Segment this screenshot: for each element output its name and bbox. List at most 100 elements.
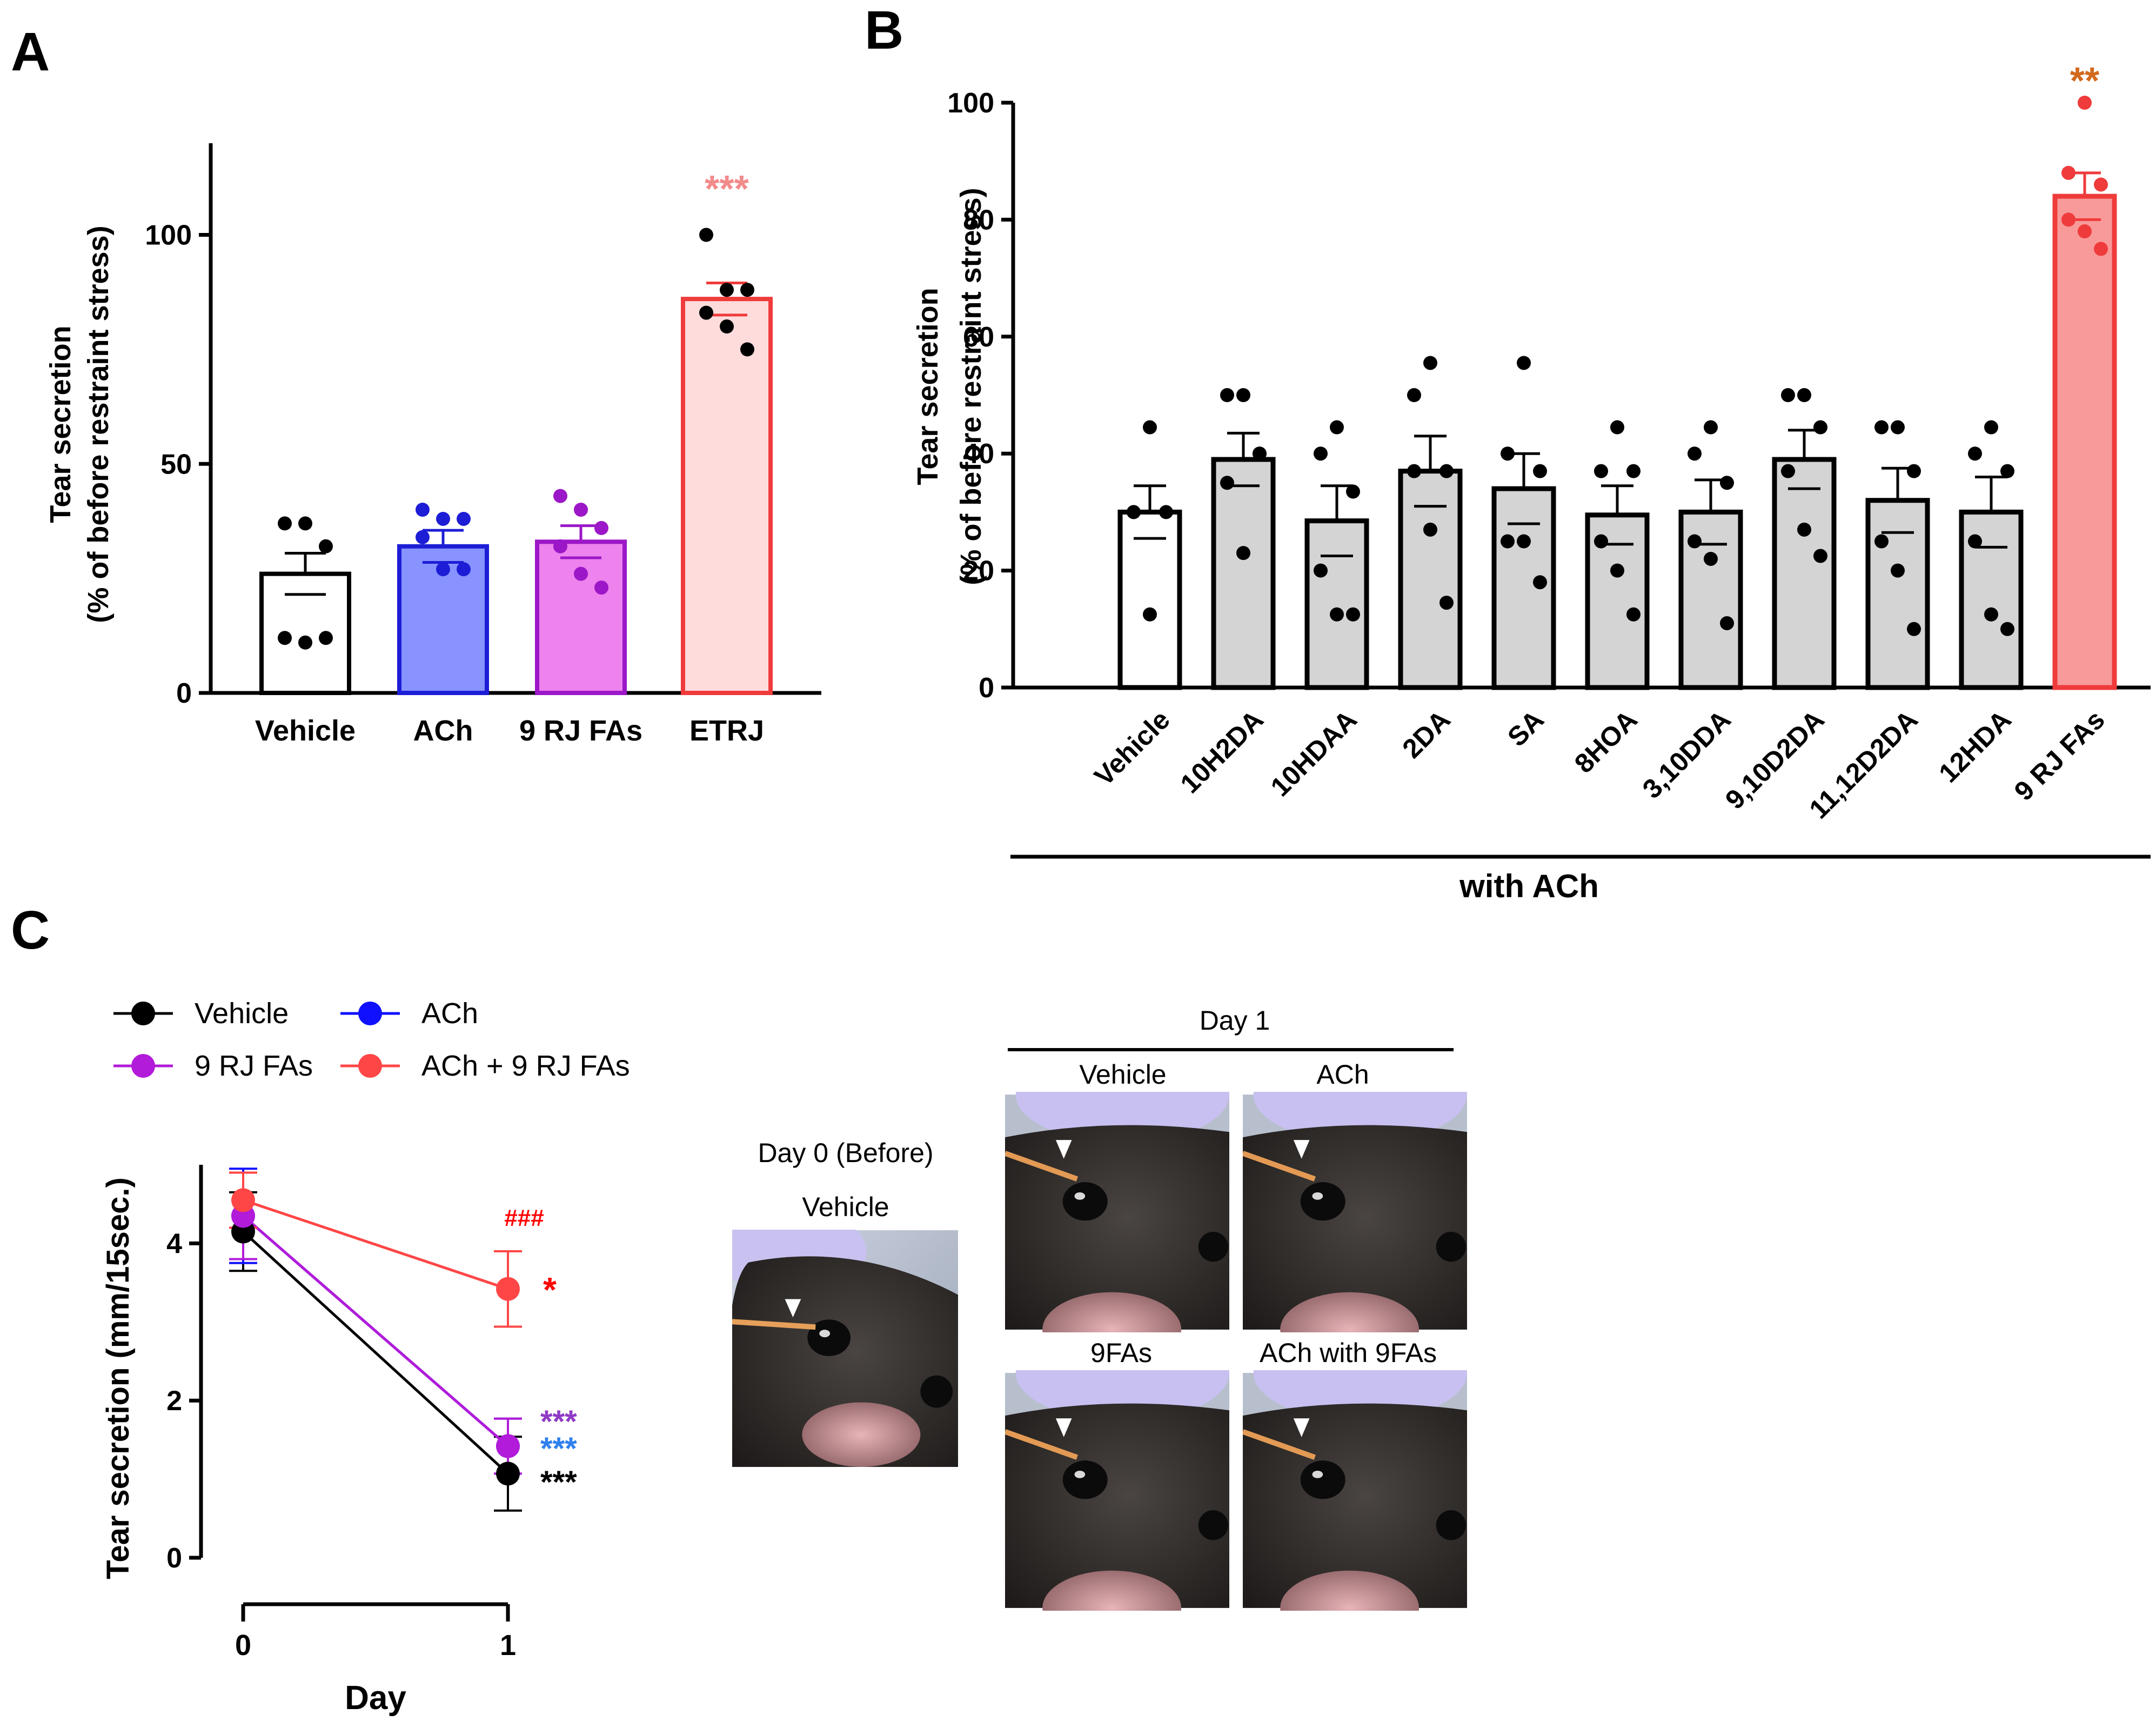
b-data-point [2078,224,2092,239]
b-x-tick-label: 3,10DDA [1637,704,1737,804]
a-y-tick-label: 0 [176,678,192,709]
b-y-tick-label: 20 [963,556,994,587]
a-data-point [720,319,734,333]
a-y-axis-title-2: (% of before restraint stress) [82,225,115,623]
b-x-tick-label: 12HDA [1933,704,2017,789]
b-data-point [1874,420,1889,435]
c-y-axis-title: Tear secretion (mm/15sec.) [101,1177,136,1579]
b-data-point [1346,484,1360,499]
b-y-tick-label: 60 [963,322,994,353]
a-data-point [699,305,713,320]
b-data-point [1314,446,1328,461]
b-data-point [1346,607,1360,622]
c-point-vehicle [496,1462,520,1486]
b-data-point [1907,464,1921,478]
b-data-point [2094,242,2108,256]
c-series-line-ach-9-rj-fas [243,1199,508,1291]
b-data-point [2061,165,2075,180]
a-bar-9-rj-fas [535,539,627,695]
b-data-point [1159,505,1173,519]
b-data-point [2000,622,2014,636]
b-data-point [2061,212,2075,227]
photo-day0-vehicle [716,1209,958,1467]
b-data-point [1891,420,1905,435]
c-annotation-hash: ### [504,1205,544,1231]
a-data-point [319,631,333,645]
b-data-point [1610,563,1624,578]
a-y-axis-title: Tear secretion [44,325,77,523]
c-legend-label: 9 RJ FAs [195,1050,313,1082]
c-y-tick-label: 0 [166,1543,182,1574]
c-x-tick-label: 0 [235,1629,251,1662]
b-data-point [1594,534,1608,549]
b-data-point [1220,388,1234,402]
c-annotation-star-black: *** [540,1465,577,1500]
b-data-point [1330,420,1344,435]
photo-day1-vehicle [1005,1046,1229,1367]
a-x-tick-label: ACh [413,715,473,747]
b-data-point [1236,546,1250,561]
a-data-point [574,503,588,517]
c-point-ach-9-rj-fas [496,1277,520,1301]
c-legend-marker [358,1054,382,1078]
b-data-point [1626,464,1641,478]
b-data-point [1236,388,1250,402]
b-data-point [1423,356,1437,370]
a-data-point [574,566,588,581]
a-data-point [319,539,333,553]
c-y-tick-label: 4 [166,1228,182,1259]
b-data-point [2094,177,2108,192]
b-data-point [1813,420,1827,435]
day1-label-vehicle: Vehicle [1079,1059,1166,1090]
b-data-point [1720,616,1734,630]
b-data-point [1501,534,1515,549]
c-legend-label: Vehicle [195,997,289,1030]
photo-day1-ach-9fas [1243,1325,1467,1645]
b-data-point [1610,420,1624,435]
c-x-tick-label: 1 [500,1629,516,1662]
b-data-point [1797,522,1811,537]
b-data-point [1704,551,1718,566]
c-annotation-star-red: * [543,1270,557,1309]
b-data-point [1407,464,1421,478]
c-legend-marker [131,1002,155,1025]
b-group-label: with ACh [1459,868,1599,904]
chart-c: Vehicle ACh 9 RJ FAs ACh + 9 RJ FAs 0 2 4 0 1 Day… [101,997,630,1717]
b-data-point [1704,420,1718,435]
a-significance: *** [705,168,749,210]
b-y-tick-label: 80 [963,204,994,236]
c-legend-label: ACh [421,997,478,1030]
b-y-axis-title-2: (% of before restraint stress) [955,188,987,585]
b-y-tick-label: 100 [947,88,994,119]
b-data-point [1143,607,1157,622]
b-data-point [1143,420,1157,435]
b-y-axis-title: Tear secretion [912,288,944,485]
b-significance: ** [2070,59,2100,102]
b-x-tick-label: 2DA [1396,704,1456,764]
panel-letter-c: C [11,900,50,960]
b-data-point [1720,476,1734,490]
b-data-point [1533,575,1547,590]
b-x-tick-label: 9 RJ FAs [2008,704,2111,806]
b-data-point [1533,464,1547,478]
b-x-tick-label: SA [1502,704,1550,752]
b-data-point [1594,464,1608,478]
b-data-point [1253,446,1267,461]
b-data-point [1330,607,1344,622]
b-data-point [1127,505,1141,519]
a-bar-etrj [681,297,773,695]
a-data-point [553,539,567,553]
c-series-line-9-rj-fas [242,1215,509,1447]
a-data-point [740,342,754,357]
day0-label: Vehicle [802,1192,889,1222]
b-x-tick-label: 10HDAA [1265,704,1363,802]
b-data-point [1874,534,1889,549]
c-x-axis-title: Day [345,1679,406,1717]
b-bar-11-12d2da [1865,498,1930,690]
b-bar-sa [1491,486,1556,690]
a-x-tick-label: Vehicle [255,715,356,747]
b-data-point [1688,446,1702,461]
chart-a: 0 50 100 Vehicle ACh 9 RJ FAs ETRJ *** Tear secr… [44,143,821,747]
b-bar-10h2da [1211,457,1276,690]
